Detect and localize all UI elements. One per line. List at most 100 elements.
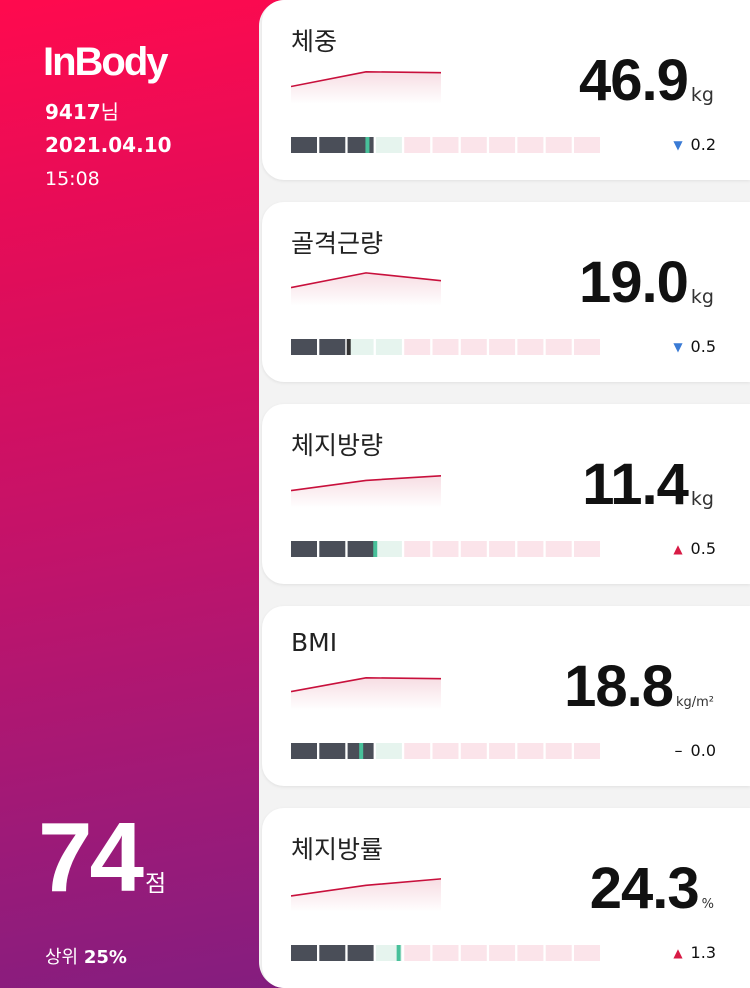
range-segment: [348, 339, 374, 355]
metric-value-group: 19.0 kg: [579, 254, 714, 312]
change-value: 0.5: [691, 337, 716, 356]
range-segment: [291, 541, 317, 557]
measurement-date: 2021.04.10: [45, 133, 172, 157]
user-suffix: 님: [101, 100, 119, 124]
range-segment: [489, 339, 515, 355]
range-segment: [319, 945, 345, 961]
metric-value-group: 18.8 kg/m²: [564, 658, 714, 716]
range-segment: [319, 339, 345, 355]
range-segment: [574, 541, 600, 557]
range-segment: [461, 339, 487, 355]
range-segment: [404, 743, 430, 759]
range-segment: [517, 137, 543, 153]
metric-card[interactable]: 체중 46.9 kg ▼ 0.2: [262, 0, 750, 180]
metric-unit: kg/m²: [676, 695, 714, 710]
user-id-number: 9417: [45, 100, 101, 124]
metric-unit: kg: [691, 286, 714, 308]
range-segment: [489, 541, 515, 557]
metric-card[interactable]: 체지방량 11.4 kg ▲ 0.5: [262, 404, 750, 584]
metric-value: 18.8: [564, 658, 673, 716]
range-segment: [517, 339, 543, 355]
change-value: 0.2: [691, 135, 716, 154]
trend-chart: [291, 866, 441, 912]
range-marker: [373, 541, 377, 557]
metric-value: 24.3: [590, 860, 699, 918]
range-segment: [348, 945, 374, 961]
metric-value: 46.9: [579, 52, 688, 110]
range-segment: [291, 945, 317, 961]
range-segment: [461, 945, 487, 961]
range-segment: [546, 743, 572, 759]
metric-value-group: 46.9 kg: [579, 52, 714, 110]
range-segment: [319, 137, 345, 153]
trend-area: [291, 678, 441, 710]
trend-area: [291, 72, 441, 104]
range-segment: [319, 743, 345, 759]
trend-chart: [291, 260, 441, 306]
range-segment: [404, 137, 430, 153]
metric-title: 체지방량: [291, 426, 383, 462]
trend-chart: [291, 664, 441, 710]
range-segment: [489, 743, 515, 759]
metric-change: ▼ 0.5: [673, 337, 716, 356]
range-segment: [461, 743, 487, 759]
range-marker: [365, 137, 369, 153]
range-segment: [348, 137, 374, 153]
range-segment: [433, 339, 459, 355]
range-segment: [574, 339, 600, 355]
range-segment: [291, 743, 317, 759]
range-marker: [347, 339, 351, 355]
range-segment: [433, 945, 459, 961]
range-bar: [291, 945, 603, 961]
range-segment: [348, 541, 374, 557]
metric-card[interactable]: 체지방률 24.3% ▲ 1.3: [262, 808, 750, 988]
range-segment: [291, 339, 317, 355]
range-segment: [376, 541, 402, 557]
range-segment: [546, 137, 572, 153]
range-segment: [546, 945, 572, 961]
inbody-logo: InBody: [43, 40, 167, 85]
range-segment: [376, 137, 402, 153]
change-value: 0.5: [691, 539, 716, 558]
range-marker: [397, 945, 401, 961]
arrow-down-icon: ▼: [673, 138, 682, 152]
range-segment: [546, 339, 572, 355]
trend-area: [291, 879, 441, 912]
range-segment: [461, 137, 487, 153]
metric-change: –0.0: [675, 741, 716, 760]
range-bar: [291, 541, 603, 557]
range-segment: [574, 137, 600, 153]
metric-unit: kg: [691, 488, 714, 510]
metric-card[interactable]: 골격근량 19.0 kg ▼ 0.5: [262, 202, 750, 382]
range-segment: [517, 743, 543, 759]
metric-title: 체지방률: [291, 830, 383, 866]
metric-title: 골격근량: [291, 224, 383, 260]
range-segment: [574, 945, 600, 961]
change-value: 1.3: [691, 943, 716, 962]
range-segment: [291, 137, 317, 153]
trend-chart: [291, 462, 441, 508]
metric-change: ▲ 1.3: [673, 943, 716, 962]
sidebar: InBody 9417님 2021.04.10 15:08 74 점 상위 25…: [0, 0, 262, 988]
metric-title: BMI: [291, 628, 337, 657]
range-segment: [404, 339, 430, 355]
range-segment: [489, 945, 515, 961]
arrow-up-icon: ▲: [673, 542, 682, 556]
metric-value: 11.4: [582, 456, 688, 514]
score-value: 74: [38, 808, 141, 906]
metric-change: ▼ 0.2: [673, 135, 716, 154]
range-segment: [433, 137, 459, 153]
range-segment: [376, 339, 402, 355]
metric-unit: %: [702, 897, 714, 912]
range-segment: [404, 945, 430, 961]
score-unit: 점: [145, 864, 166, 898]
range-segment: [376, 743, 402, 759]
metric-card[interactable]: BMI 18.8 kg/m² –0.0: [262, 606, 750, 786]
range-bar: [291, 339, 603, 355]
change-value: 0.0: [691, 741, 716, 760]
range-segment: [574, 743, 600, 759]
inbody-score: 74 점: [38, 808, 166, 906]
range-segment: [461, 541, 487, 557]
measurement-time: 15:08: [45, 168, 100, 190]
dash-icon: –: [675, 741, 683, 760]
